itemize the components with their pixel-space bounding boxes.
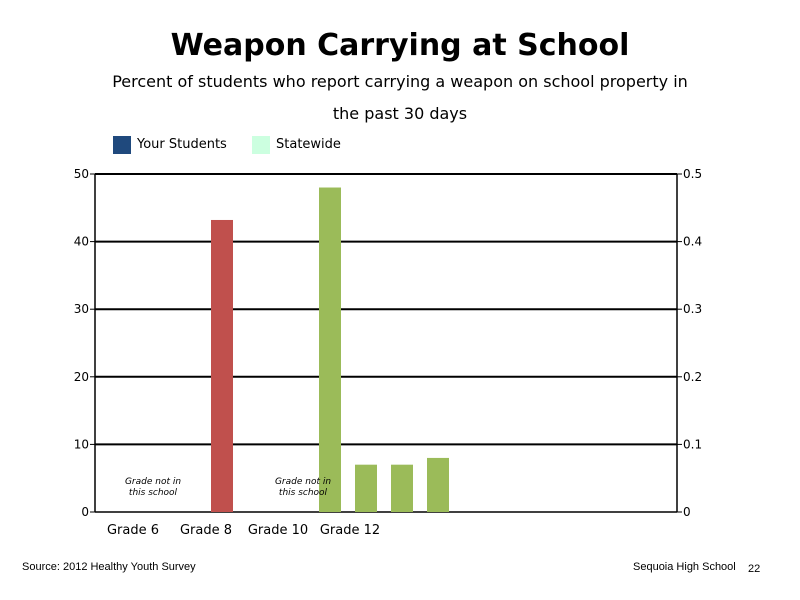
left-tick-label: 20 (74, 370, 89, 384)
legend-label-statewide: Statewide (276, 137, 341, 152)
annotation-label: this school (279, 488, 328, 498)
x-tick-label: Grade 12 (320, 523, 380, 538)
right-tick-label: 0 (683, 505, 691, 519)
annotation-label: this school (129, 488, 178, 498)
left-tick-label: 40 (74, 235, 89, 249)
right-tick-label: 0.4 (683, 235, 702, 249)
right-tick-label: 0.2 (683, 370, 702, 384)
x-tick-label: Grade 6 (107, 523, 159, 538)
x-tick-label: Grade 10 (248, 523, 308, 538)
right-tick-label: 0.1 (683, 437, 702, 451)
bar (211, 219, 233, 512)
legend-swatch-statewide (252, 136, 270, 154)
legend-label-your-students: Your Students (137, 137, 227, 152)
chart-subtitle: Percent of students who report carrying … (112, 72, 688, 123)
left-tick-label: 0 (81, 505, 89, 519)
left-tick-label: 10 (74, 437, 89, 451)
school-name: Sequoia High School (633, 561, 736, 573)
bar (319, 187, 341, 512)
x-tick-label: Grade 8 (180, 523, 232, 538)
right-tick-label: 0.5 (683, 167, 702, 181)
left-tick-label: 50 (74, 167, 89, 181)
legend-swatch-your-students (113, 136, 131, 154)
left-tick-label: 30 (74, 302, 89, 316)
page-number: 22 (748, 563, 761, 575)
annotation-label: Grade not in (125, 477, 181, 487)
bar (355, 464, 377, 512)
bar (391, 464, 413, 512)
source-note: Source: 2012 Healthy Youth Survey (22, 561, 196, 573)
bar (427, 457, 449, 512)
annotation-label: Grade not in (275, 477, 331, 487)
right-tick-label: 0.3 (683, 302, 702, 316)
chart-title: Weapon Carrying at School (170, 28, 630, 63)
